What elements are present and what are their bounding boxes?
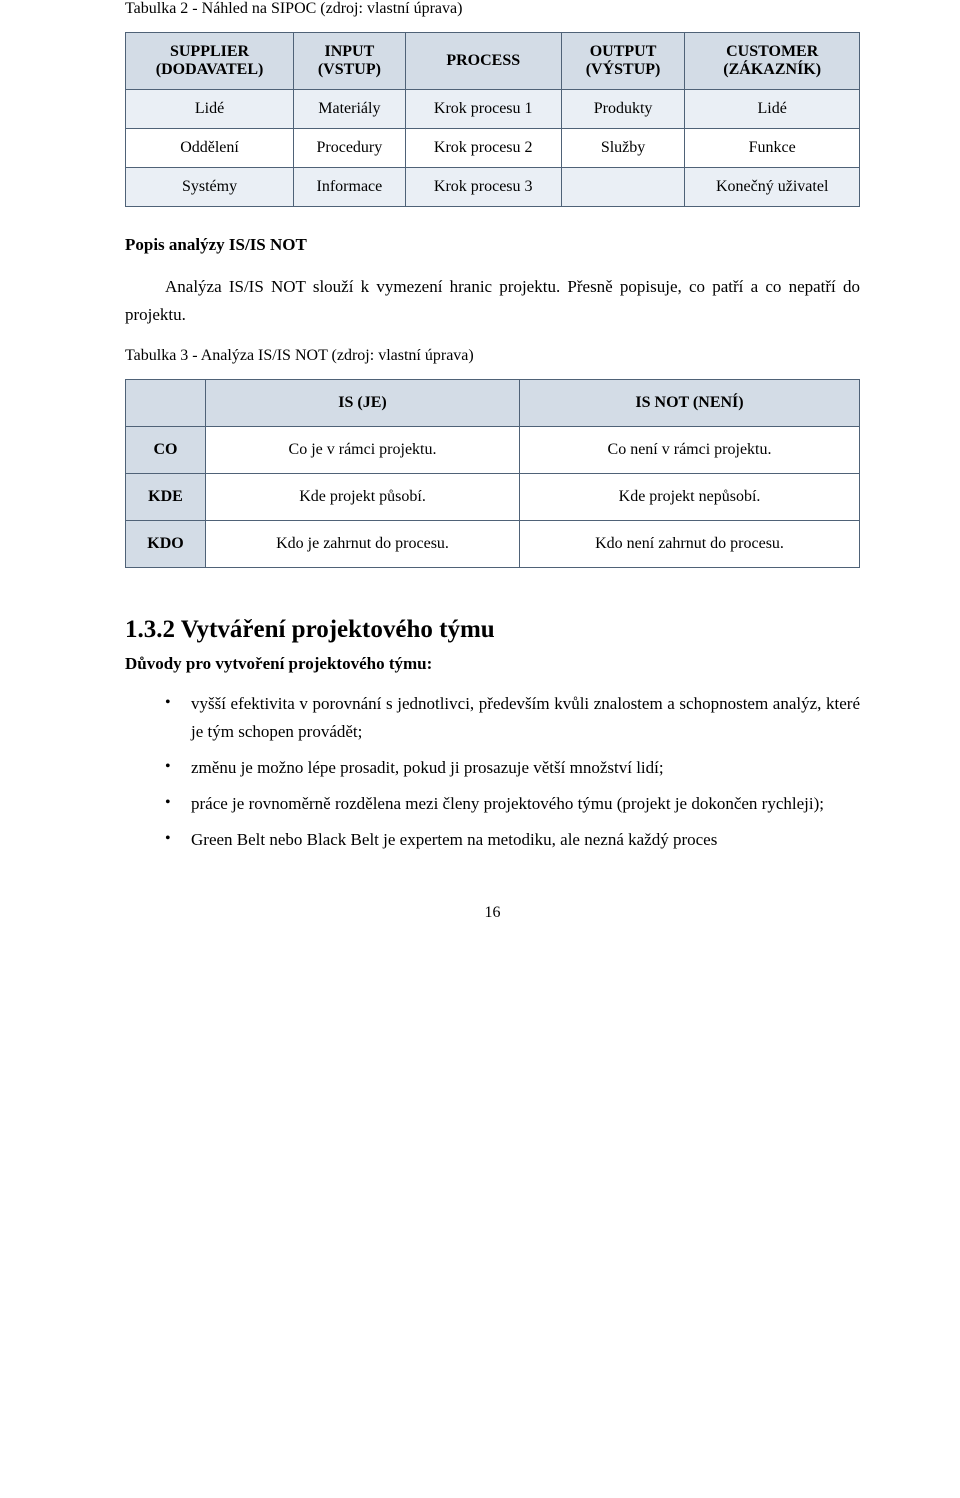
cell: Krok procesu 2	[405, 129, 561, 168]
sipoc-table: SUPPLIER(DODAVATEL) INPUT(VSTUP) PROCESS…	[125, 32, 860, 207]
isisnot-table: IS (JE) IS NOT (NENÍ) CO Co je v rámci p…	[125, 379, 860, 568]
table-header-row: SUPPLIER(DODAVATEL) INPUT(VSTUP) PROCESS…	[126, 33, 860, 90]
cell: Informace	[294, 168, 406, 207]
cell: Co je v rámci projektu.	[206, 427, 520, 474]
table-row: KDO Kdo je zahrnut do procesu. Kdo není …	[126, 521, 860, 568]
cell: Lidé	[685, 90, 860, 129]
table-row: Oddělení Procedury Krok procesu 2 Služby…	[126, 129, 860, 168]
cell: Konečný uživatel	[685, 168, 860, 207]
table-row: KDE Kde projekt působí. Kde projekt nepů…	[126, 474, 860, 521]
table-row: Systémy Informace Krok procesu 3 Konečný…	[126, 168, 860, 207]
cell: Lidé	[126, 90, 294, 129]
list-item: práce je rovnoměrně rozdělena mezi členy…	[165, 790, 860, 818]
isisnot-paragraph: Analýza IS/IS NOT slouží k vymezení hran…	[125, 273, 860, 329]
col-input: INPUT(VSTUP)	[294, 33, 406, 90]
reasons-subheading: Důvody pro vytvoření projektového týmu:	[125, 654, 860, 674]
cell: Funkce	[685, 129, 860, 168]
cell	[561, 168, 685, 207]
section-heading: 1.3.2 Vytváření projektového týmu	[125, 616, 860, 644]
cell: Kdo je zahrnut do procesu.	[206, 521, 520, 568]
table2-caption: Tabulka 3 - Analýza IS/IS NOT (zdroj: vl…	[125, 347, 860, 365]
cell: Produkty	[561, 90, 685, 129]
cell: Systémy	[126, 168, 294, 207]
col-process: PROCESS	[405, 33, 561, 90]
table-header-row: IS (JE) IS NOT (NENÍ)	[126, 380, 860, 427]
cell: Kde projekt nepůsobí.	[520, 474, 860, 521]
col-output: OUTPUT(VÝSTUP)	[561, 33, 685, 90]
page-number: 16	[125, 904, 860, 922]
corner-cell	[126, 380, 206, 427]
list-item: vyšší efektivita v porovnání s jednotliv…	[165, 690, 860, 746]
col-supplier: SUPPLIER(DODAVATEL)	[126, 33, 294, 90]
cell: Co není v rámci projektu.	[520, 427, 860, 474]
cell: Kde projekt působí.	[206, 474, 520, 521]
table1-caption: Tabulka 2 - Náhled na SIPOC (zdroj: vlas…	[125, 0, 860, 18]
isisnot-heading: Popis analýzy IS/IS NOT	[125, 235, 860, 255]
col-is: IS (JE)	[206, 380, 520, 427]
reasons-list: vyšší efektivita v porovnání s jednotliv…	[165, 690, 860, 854]
cell: Krok procesu 3	[405, 168, 561, 207]
table-row: CO Co je v rámci projektu. Co není v rám…	[126, 427, 860, 474]
document-page: Tabulka 2 - Náhled na SIPOC (zdroj: vlas…	[0, 0, 960, 962]
list-item: Green Belt nebo Black Belt je expertem n…	[165, 826, 860, 854]
list-item: změnu je možno lépe prosadit, pokud ji p…	[165, 754, 860, 782]
col-isnot: IS NOT (NENÍ)	[520, 380, 860, 427]
row-label-co: CO	[126, 427, 206, 474]
cell: Oddělení	[126, 129, 294, 168]
cell: Procedury	[294, 129, 406, 168]
cell: Kdo není zahrnut do procesu.	[520, 521, 860, 568]
cell: Krok procesu 1	[405, 90, 561, 129]
row-label-kdo: KDO	[126, 521, 206, 568]
cell: Materiály	[294, 90, 406, 129]
row-label-kde: KDE	[126, 474, 206, 521]
cell: Služby	[561, 129, 685, 168]
table-row: Lidé Materiály Krok procesu 1 Produkty L…	[126, 90, 860, 129]
col-customer: CUSTOMER(ZÁKAZNÍK)	[685, 33, 860, 90]
